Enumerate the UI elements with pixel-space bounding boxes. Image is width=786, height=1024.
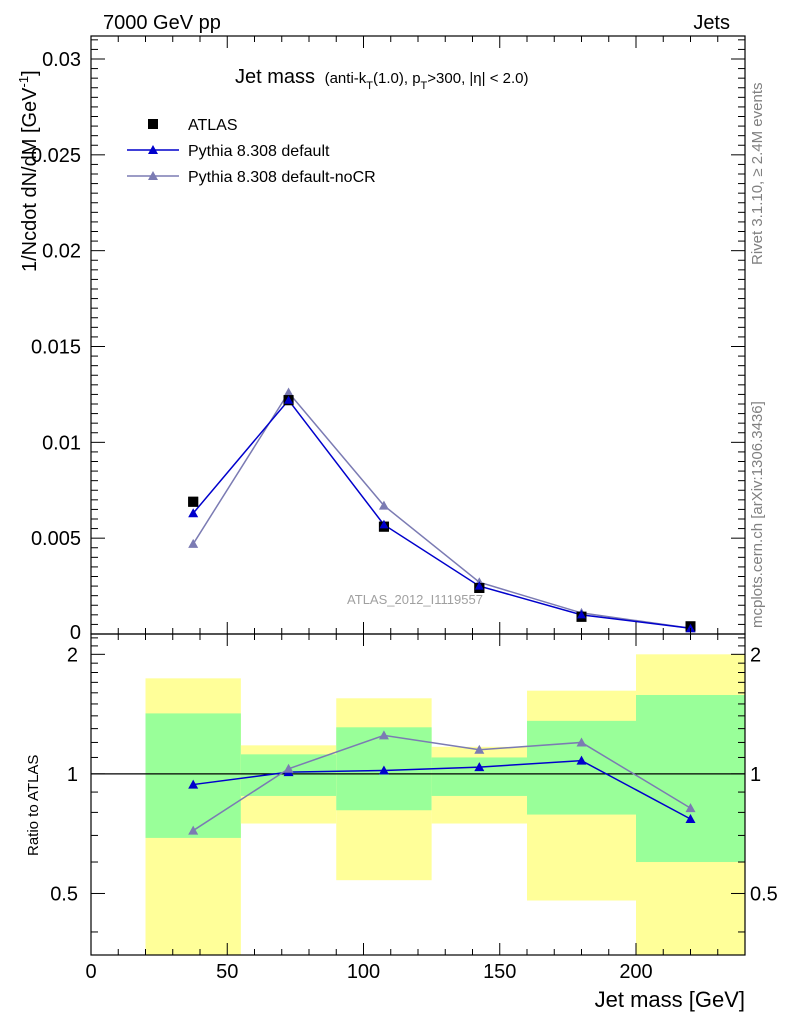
chart-subtitle-4: >300, |η| < 2.0)	[427, 70, 528, 87]
ratio-point-1-3	[474, 744, 485, 754]
header-right: Jets	[693, 12, 730, 34]
x-tick-label-0: 0	[85, 961, 96, 983]
default-marker-4	[577, 610, 586, 619]
ratio-point-0-3	[474, 762, 485, 772]
band-green-4	[527, 720, 636, 815]
y-axis-label-main-0: 1/Ncdot dN/dM [GeV	[19, 87, 41, 272]
ratio-point-0-4	[576, 755, 587, 765]
data-point-2-0	[188, 538, 199, 548]
ratio-series	[188, 730, 696, 835]
legend-marker-2	[148, 171, 158, 180]
chart-subtitle-2: (1.0), p	[373, 70, 421, 87]
y-tick-label-zero: 0	[70, 622, 81, 644]
ratio-series-line-1	[192, 734, 691, 832]
band-green-0	[145, 713, 241, 838]
ratio-point-0-0	[188, 779, 199, 789]
ratio-y-tick-label-left-0: 0.5	[50, 883, 78, 905]
default-marker-1	[284, 395, 294, 404]
ratio-point-1-2	[378, 730, 389, 740]
x-tick-label-2: 100	[347, 961, 380, 983]
side-label-top: Rivet 3.1.10, ≥ 2.4M events	[749, 83, 766, 266]
axes: 0 50 100 150 200 0.005 0.01 0.015 0.02 0.025 0.03 0…	[31, 35, 778, 983]
ratio-point-1-4	[576, 737, 587, 747]
x-tick-label-4: 200	[619, 961, 652, 983]
y-tick-label-3: 0.02	[42, 241, 81, 263]
y-axis-label-main-1: -1	[16, 76, 31, 88]
ratio-y-tick-label-left-2: 2	[67, 644, 78, 666]
y-tick-label-5: 0.03	[42, 49, 81, 71]
ratio-point-0-5	[685, 813, 696, 823]
legend-label-2: Pythia 8.308 default-noCR	[188, 169, 376, 186]
chart-title-main: Jet mass	[235, 66, 315, 88]
default-marker-3	[474, 581, 484, 590]
side-label-bottom: mcplots.cern.ch [arXiv:1306.3436]	[749, 401, 766, 628]
chart-title: Jet mass (anti-kT(1.0), pT>300, |η| < 2.…	[235, 66, 528, 92]
default-marker-0	[188, 508, 198, 517]
ratio-series-line-0	[193, 759, 691, 820]
ratio-point-1-0	[188, 825, 199, 835]
legend: ATLAS Pythia 8.308 default Pythia 8.308 de…	[127, 117, 376, 186]
default-marker-5	[686, 623, 695, 632]
x-tick-label-3: 150	[483, 961, 516, 983]
chart-subtitle-3: T	[421, 80, 428, 92]
atlas-marker-0	[188, 496, 199, 507]
legend-marker-1	[148, 145, 158, 154]
x-tick-label-1: 50	[216, 961, 238, 983]
series-line-1	[192, 398, 691, 629]
y-axis-label-ratio: Ratio to ATLAS	[25, 755, 42, 856]
ratio-point-0-2	[378, 765, 389, 775]
y-axis-label-main: 1/Ncdot dN/dM [GeV-1]	[16, 70, 41, 272]
ratio-y-tick-label-left-1: 1	[67, 764, 78, 786]
ratio-point-1-1	[283, 763, 294, 773]
y-tick-label-4: 0.025	[31, 145, 81, 167]
legend-label-1: Pythia 8.308 default	[188, 143, 330, 160]
main-series	[188, 387, 696, 633]
chart-subtitle-1: T	[366, 80, 373, 92]
y-tick-label-1: 0.01	[42, 432, 81, 454]
header-left: 7000 GeV pp	[103, 12, 221, 34]
y-axis-label-main-2: ]	[19, 70, 41, 76]
watermark: ATLAS_2012_I1119557	[347, 592, 483, 607]
data-point-2-1	[283, 387, 294, 397]
y-tick-label-2: 0.015	[31, 337, 81, 359]
legend-marker-0	[148, 119, 158, 129]
default-marker-2	[379, 520, 389, 529]
ratio-bands	[145, 654, 745, 955]
chart-subtitle-0: (anti-k	[325, 70, 367, 87]
ratio-y-tick-label-right-1: 1	[750, 764, 761, 786]
legend-label-0: ATLAS	[188, 117, 238, 134]
band-green-5	[636, 694, 745, 863]
ratio-y-tick-label-right-2: 2	[750, 644, 761, 666]
data-point-2-2	[378, 500, 389, 510]
series-line-2	[192, 391, 691, 629]
x-axis-label: Jet mass [GeV]	[595, 987, 745, 1012]
ratio-point-1-5	[685, 803, 696, 813]
y-tick-label-0: 0.005	[31, 528, 81, 550]
ratio-y-tick-label-right-0: 0.5	[750, 883, 778, 905]
